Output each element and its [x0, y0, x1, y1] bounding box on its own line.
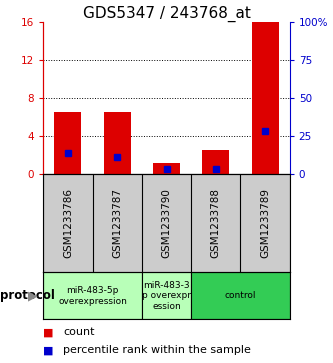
Text: ▶: ▶: [28, 289, 38, 302]
Bar: [54, 112, 82, 174]
Text: GSM1233788: GSM1233788: [211, 188, 221, 258]
Text: protocol: protocol: [0, 289, 55, 302]
Text: control: control: [225, 291, 256, 300]
Bar: [202, 150, 229, 174]
Text: GSM1233789: GSM1233789: [260, 188, 270, 258]
Text: ■: ■: [43, 327, 54, 337]
Text: ■: ■: [43, 345, 54, 355]
Text: GSM1233790: GSM1233790: [162, 188, 171, 258]
Text: GSM1233787: GSM1233787: [112, 188, 122, 258]
Text: miR-483-3
p overexpr
ession: miR-483-3 p overexpr ession: [142, 281, 191, 311]
Text: count: count: [63, 327, 95, 337]
Bar: [142, 272, 191, 319]
Text: GSM1233786: GSM1233786: [63, 188, 73, 258]
Bar: [251, 22, 279, 174]
Title: GDS5347 / 243768_at: GDS5347 / 243768_at: [83, 5, 250, 22]
Bar: [104, 112, 131, 174]
Bar: [43, 272, 142, 319]
Bar: [153, 163, 180, 174]
Text: miR-483-5p
overexpression: miR-483-5p overexpression: [58, 286, 127, 306]
Bar: [191, 272, 290, 319]
Text: percentile rank within the sample: percentile rank within the sample: [63, 345, 251, 355]
